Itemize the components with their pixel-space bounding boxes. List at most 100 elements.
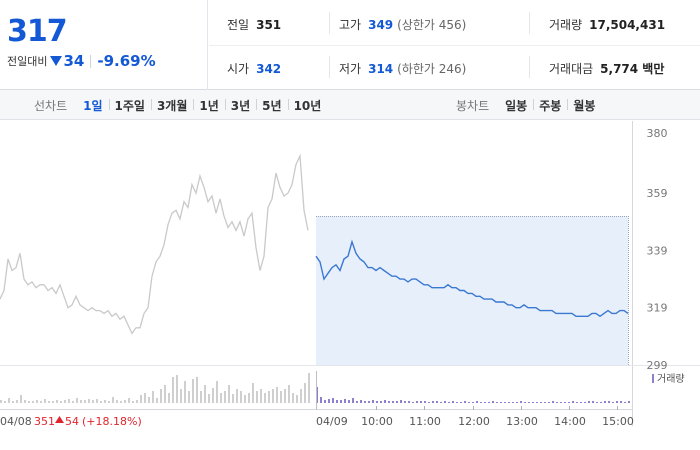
column-divider <box>529 12 530 34</box>
volume-bar-prev <box>12 401 14 403</box>
tab-1-week[interactable]: 1주일 <box>108 97 151 114</box>
volume-bar-today <box>380 401 382 403</box>
volume-bar-prev <box>308 373 310 403</box>
volume-bar-prev <box>68 399 70 403</box>
volume-bar-prev <box>72 401 74 403</box>
low-label: 저가 <box>339 62 362 76</box>
chart-period-tabs: 선차트 1일 1주일 3개월 1년 3년 5년 10년 봉차트 일봉 주봉 월봉 <box>0 90 700 120</box>
upper-limit: (상한가 456) <box>397 18 467 32</box>
volume-bar-prev <box>276 387 278 403</box>
volume-bar-today <box>356 401 358 403</box>
volume-bar-today <box>564 402 566 403</box>
x-tick-label: 10:00 <box>361 415 393 428</box>
tab-5-years[interactable]: 5년 <box>256 97 287 114</box>
trade-value-label: 거래대금 <box>549 62 594 76</box>
volume-bar-prev <box>120 401 122 403</box>
volume-bar-prev <box>232 394 234 403</box>
tab-10-years[interactable]: 10년 <box>287 97 328 114</box>
volume-bar-prev <box>244 395 246 403</box>
volume-bar-today <box>576 402 578 403</box>
x-tick-label: 14:00 <box>554 415 586 428</box>
volume-legend-swatch <box>652 374 654 383</box>
volume-bar-today <box>428 402 430 403</box>
volume-bar-prev <box>272 389 274 403</box>
volume-bar-today <box>572 401 574 403</box>
volume-bar-prev <box>20 395 22 403</box>
volume-bar-prev <box>200 391 202 403</box>
volume-bar-prev <box>156 398 158 403</box>
volume-bar-prev <box>196 377 198 403</box>
volume-bar-prev <box>248 393 250 403</box>
volume-bar-today <box>488 402 490 403</box>
volume-bar-prev <box>176 375 178 403</box>
tab-monthly-candle[interactable]: 월봉 <box>567 97 601 114</box>
volume-bar-prev <box>128 398 130 403</box>
volume-bar-prev <box>8 398 10 403</box>
volume-bar-prev <box>256 391 258 403</box>
volume-bar-today <box>364 401 366 403</box>
trade-value-cell: 거래대금 5,774 백만 <box>549 60 664 77</box>
tab-weekly-candle[interactable]: 주봉 <box>533 97 567 114</box>
volume-bar-prev <box>268 391 270 403</box>
tab-3-years[interactable]: 3년 <box>224 97 256 114</box>
volume-bar-today <box>484 402 486 403</box>
tab-3-months[interactable]: 3개월 <box>150 97 193 114</box>
change-amount: 34 <box>63 52 85 70</box>
volume-bar-prev <box>180 389 182 403</box>
open-cell: 시가 342 <box>227 60 281 77</box>
volume-bar-prev <box>236 389 238 403</box>
open-value: 342 <box>256 62 282 76</box>
volume-bar-today <box>412 402 414 403</box>
tab-daily-candle[interactable]: 일봉 <box>505 98 528 113</box>
prev-close-value: 351 <box>256 18 282 32</box>
row-divider <box>209 45 700 46</box>
volume-bar-today <box>464 401 466 403</box>
today-price-line <box>315 239 629 318</box>
volume-bar-prev <box>304 383 306 403</box>
y-tick-label: 380 <box>647 127 668 140</box>
x-tick-label: 11:00 <box>409 415 441 428</box>
tab-1-year[interactable]: 1년 <box>193 97 224 114</box>
x-tick-today: 04/09 <box>316 415 348 428</box>
volume-bar-today <box>624 402 626 403</box>
volume-bar-prev <box>220 393 222 403</box>
volume-bar-prev <box>48 401 50 403</box>
volume-bar-today <box>480 402 482 403</box>
x-tick-label: 13:00 <box>506 415 538 428</box>
up-triangle-icon <box>55 416 64 423</box>
prev-day-price-line <box>0 153 309 335</box>
volume-bar-prev <box>24 400 26 403</box>
volume-bar-prev <box>216 381 218 403</box>
tab-1-day[interactable]: 1일 <box>83 98 103 113</box>
volume-bar-today <box>388 401 390 403</box>
volume-bar-today <box>536 402 538 403</box>
volume-bar-prev <box>228 385 230 403</box>
volume-bar-today <box>440 402 442 403</box>
volume-bar-today <box>436 401 438 403</box>
change-divider <box>90 54 92 68</box>
volume-bar-today <box>324 400 326 403</box>
volume-bar-today <box>504 402 506 403</box>
volume-bar-today <box>628 401 630 403</box>
volume-bar-prev <box>104 400 106 403</box>
volume-bar-today <box>332 398 334 403</box>
line-chart-tabs: 선차트 1일 1주일 3개월 1년 3년 5년 10년 <box>34 90 327 120</box>
volume-bar-prev <box>60 401 62 403</box>
volume-bar-prev <box>108 401 110 403</box>
volume-bar-today <box>592 401 594 403</box>
volume-bar-today <box>348 400 350 403</box>
volume-bar-today <box>500 402 502 403</box>
volume-bar-prev <box>56 400 58 403</box>
volume-bar-today <box>584 402 586 403</box>
volume-bar-today <box>532 402 534 403</box>
volume-bar-today <box>516 402 518 403</box>
trade-value: 5,774 백만 <box>600 62 665 76</box>
volume-bar-prev <box>252 383 254 403</box>
volume-bar-today <box>372 400 374 403</box>
y-tick-label: 359 <box>647 187 668 200</box>
price-box: 317 전일대비 34 -9.69% <box>0 0 208 90</box>
volume-bar-today <box>360 400 362 403</box>
high-value: 349 <box>368 18 394 32</box>
change-percent: -9.69% <box>97 52 156 70</box>
volume-bar-today <box>612 402 614 403</box>
